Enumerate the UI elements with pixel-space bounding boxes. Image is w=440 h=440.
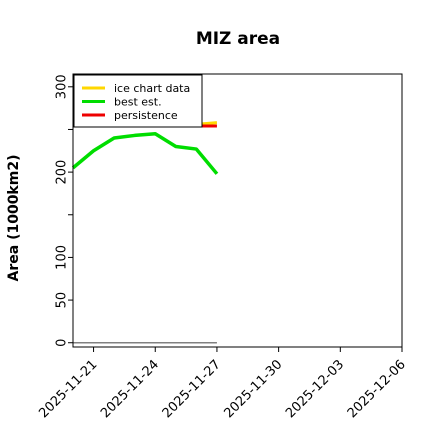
- x-tick-label: 2025-11-21: [36, 357, 100, 421]
- legend-entry: ice chart data: [114, 82, 190, 95]
- series-line-1: [71, 131, 219, 175]
- y-tick-label: 200: [55, 160, 70, 185]
- y-tick-label: 50: [55, 292, 70, 309]
- legend-entry: persistence: [114, 109, 178, 122]
- legend-entry: best est.: [114, 96, 162, 109]
- chart-title: MIZ area: [196, 29, 280, 49]
- x-tick-label: 2025-12-06: [345, 357, 409, 421]
- x-tick-label: 2025-11-27: [160, 357, 224, 421]
- y-axis-label: Area (1000km2): [6, 155, 22, 282]
- plot-content: [71, 121, 219, 344]
- x-axis: 2025-11-212025-11-242025-11-272025-11-30…: [36, 347, 409, 421]
- y-tick-label: 0: [55, 339, 70, 347]
- x-tick-label: 2025-12-03: [283, 357, 347, 421]
- axes-frame: [72, 73, 403, 348]
- y-tick-label: 300: [55, 74, 70, 99]
- y-tick-label: 100: [55, 245, 70, 270]
- x-tick-label: 2025-11-30: [221, 357, 285, 421]
- y-axis: 0 50 100 200 300: [55, 74, 73, 347]
- x-tick-label: 2025-11-24: [98, 357, 162, 421]
